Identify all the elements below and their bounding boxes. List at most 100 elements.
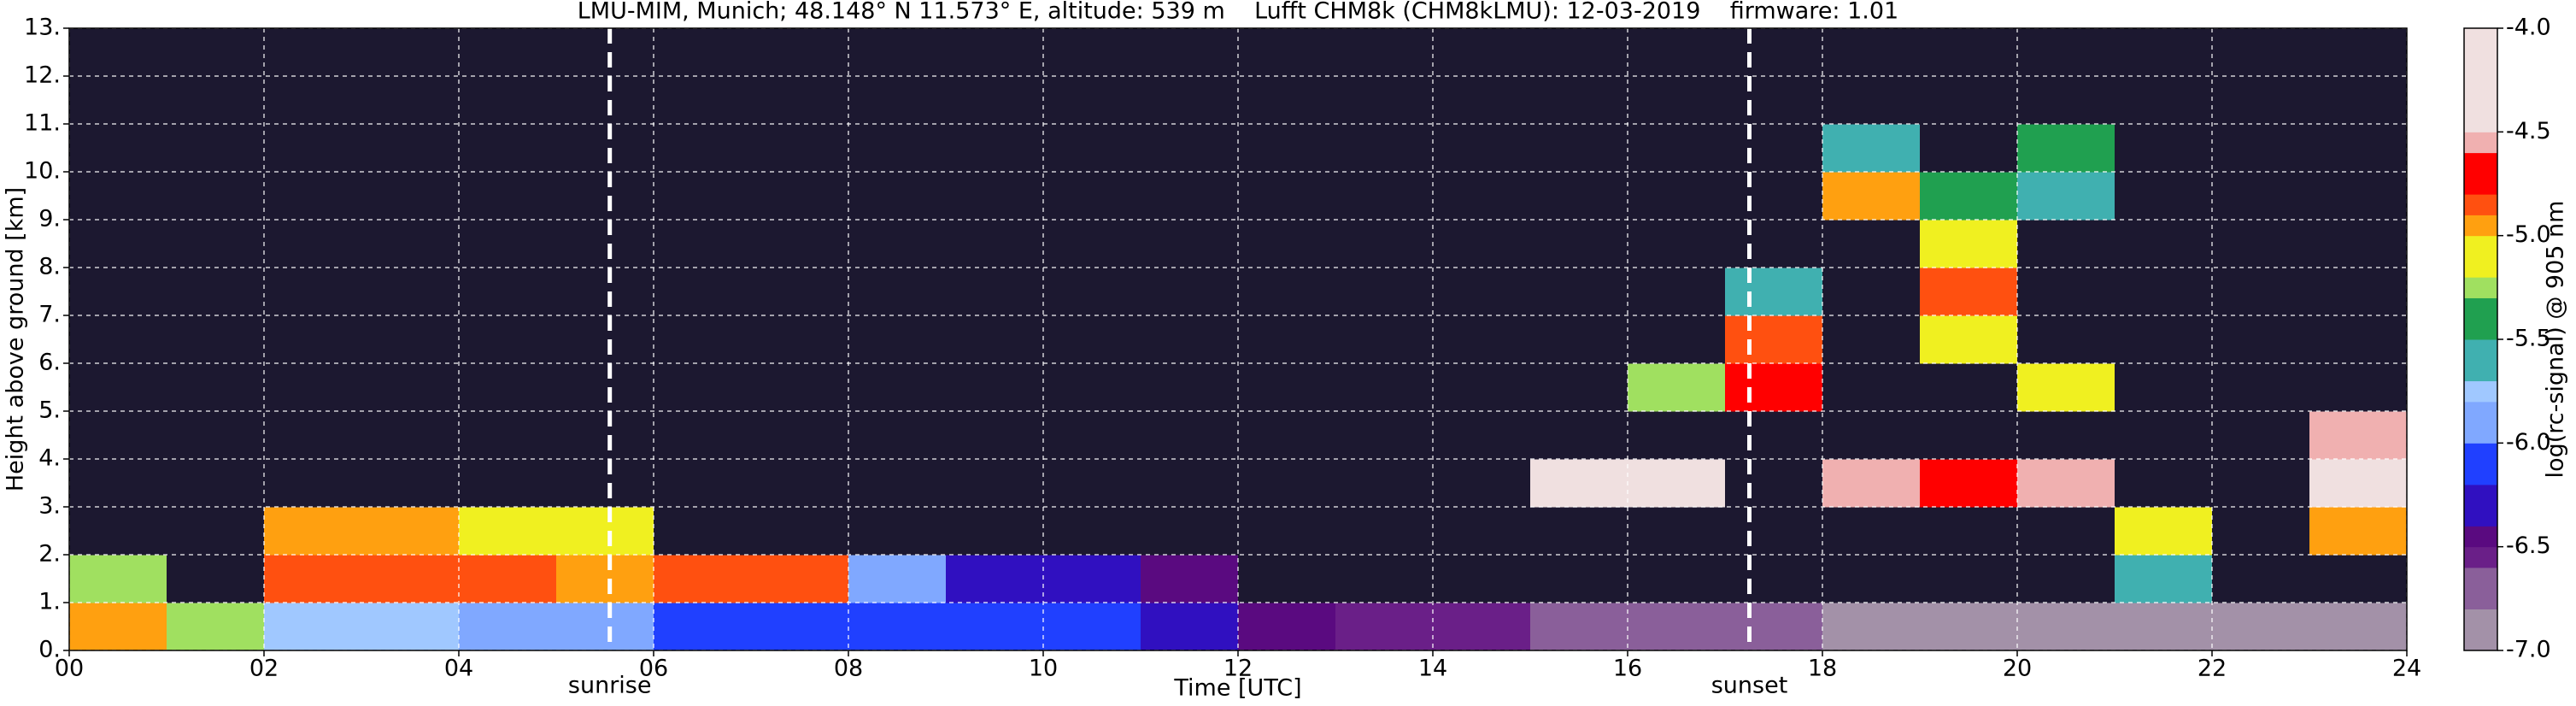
heatmap-cell bbox=[1920, 172, 2018, 221]
plot-frame bbox=[68, 27, 2408, 651]
heatmap-cell bbox=[2309, 315, 2408, 364]
heatmap-cell bbox=[2309, 124, 2408, 173]
heatmap-cell bbox=[361, 76, 460, 125]
heatmap-cell bbox=[848, 411, 947, 460]
heatmap-cell bbox=[2212, 507, 2310, 556]
heatmap-cell bbox=[1628, 603, 1726, 651]
heatmap-cell bbox=[264, 363, 362, 412]
heatmap-cell bbox=[459, 28, 557, 77]
heatmap-cell bbox=[459, 268, 557, 316]
heatmap-cell bbox=[556, 220, 654, 268]
x-tick-label: 14 bbox=[1418, 656, 1447, 682]
heatmap-cell bbox=[1822, 315, 1921, 364]
heatmap-cell bbox=[1043, 507, 1141, 556]
heatmap-cell bbox=[1433, 220, 1531, 268]
heatmap-cell bbox=[751, 507, 849, 556]
heatmap-cell bbox=[1920, 124, 2018, 173]
heatmap-cell bbox=[69, 507, 167, 556]
heatmap-cell bbox=[1043, 555, 1141, 603]
y-tick-label: 0. bbox=[38, 637, 61, 663]
heatmap-cell bbox=[2115, 507, 2213, 556]
heatmap-cell bbox=[2212, 124, 2310, 173]
heatmap-cell bbox=[2309, 555, 2408, 603]
heatmap-cell bbox=[2017, 507, 2115, 556]
heatmap-cell bbox=[751, 28, 849, 77]
heatmap-cell bbox=[1433, 603, 1531, 651]
heatmap-cell bbox=[1628, 76, 1726, 125]
heatmap-cell bbox=[1822, 507, 1921, 556]
heatmap-cell bbox=[361, 555, 460, 603]
heatmap-cell bbox=[1725, 268, 1823, 316]
heatmap-cell bbox=[556, 555, 654, 603]
y-tick-label: 12. bbox=[24, 62, 61, 89]
heatmap-cell bbox=[1822, 124, 1921, 173]
heatmap-cell bbox=[1725, 28, 1823, 77]
heatmap-cell bbox=[1335, 172, 1434, 221]
colorbar-tick-label: -5.0 bbox=[2506, 221, 2551, 248]
heatmap-cell bbox=[654, 603, 752, 651]
heatmap-cell bbox=[1433, 268, 1531, 316]
heatmap-cell bbox=[556, 76, 654, 125]
heatmap-cell bbox=[167, 459, 265, 508]
heatmap-cell bbox=[1628, 315, 1726, 364]
heatmap-cell bbox=[946, 603, 1044, 651]
x-tick-label: 22 bbox=[2198, 656, 2227, 682]
heatmap-cell bbox=[556, 172, 654, 221]
heatmap-cell bbox=[1043, 603, 1141, 651]
heatmap-cell bbox=[848, 507, 947, 556]
heatmap-cell bbox=[1920, 603, 2018, 651]
colorbar-segment bbox=[2464, 194, 2497, 215]
heatmap-cell bbox=[1628, 411, 1726, 460]
heatmap-cell bbox=[848, 363, 947, 412]
heatmap-cell bbox=[1043, 220, 1141, 268]
heatmap-cell bbox=[2017, 363, 2115, 412]
heatmap-cell bbox=[1530, 172, 1628, 221]
heatmap-cell bbox=[946, 459, 1044, 508]
heatmap-cell bbox=[751, 268, 849, 316]
heatmap-cell bbox=[264, 315, 362, 364]
heatmap-cell bbox=[1628, 268, 1726, 316]
heatmap-cell bbox=[167, 411, 265, 460]
heatmap-cell bbox=[361, 507, 460, 556]
heatmap-cell bbox=[69, 268, 167, 316]
heatmap-cell bbox=[69, 28, 167, 77]
heatmap-cell bbox=[1043, 268, 1141, 316]
heatmap-cell bbox=[2309, 459, 2408, 508]
heatmap-cell bbox=[2309, 76, 2408, 125]
heatmap-cell bbox=[751, 172, 849, 221]
heatmap-cell bbox=[848, 459, 947, 508]
heatmap-cell bbox=[1141, 315, 1239, 364]
heatmap-cell bbox=[1920, 268, 2018, 316]
heatmap-cell bbox=[1433, 411, 1531, 460]
heatmap-cell bbox=[1238, 507, 1336, 556]
y-tick-label: 1. bbox=[38, 589, 61, 615]
heatmap-cell bbox=[1433, 76, 1531, 125]
y-tick-label: 11. bbox=[24, 110, 61, 137]
heatmap-cell bbox=[1335, 363, 1434, 412]
heatmap-cell bbox=[556, 411, 654, 460]
heatmap-cell bbox=[459, 172, 557, 221]
heatmap-cell bbox=[1725, 603, 1823, 651]
heatmap-cell bbox=[459, 459, 557, 508]
colorbar-segment bbox=[2464, 215, 2497, 237]
heatmap-cell bbox=[2212, 411, 2310, 460]
colorbar-segment bbox=[2464, 152, 2497, 195]
heatmap-cell bbox=[1433, 507, 1531, 556]
colorbar-segment bbox=[2464, 297, 2497, 340]
heatmap-cell bbox=[2115, 411, 2213, 460]
heatmap-cell bbox=[1335, 603, 1434, 651]
heatmap-cell bbox=[1433, 124, 1531, 173]
x-tick-label: 18 bbox=[1808, 656, 1837, 682]
heatmap-cell bbox=[1628, 507, 1726, 556]
heatmap-cell bbox=[1725, 459, 1823, 508]
x-tick-label: 16 bbox=[1613, 656, 1642, 682]
heatmap-cell bbox=[848, 555, 947, 603]
heatmap-cell bbox=[264, 268, 362, 316]
heatmap-cell bbox=[459, 220, 557, 268]
heatmap-cell bbox=[1238, 459, 1336, 508]
heatmap-cell bbox=[2309, 363, 2408, 412]
y-tick-label: 9. bbox=[38, 206, 61, 232]
heatmap-cell bbox=[946, 28, 1044, 77]
colorbar-segment bbox=[2464, 443, 2497, 485]
heatmap-cell bbox=[1335, 76, 1434, 125]
